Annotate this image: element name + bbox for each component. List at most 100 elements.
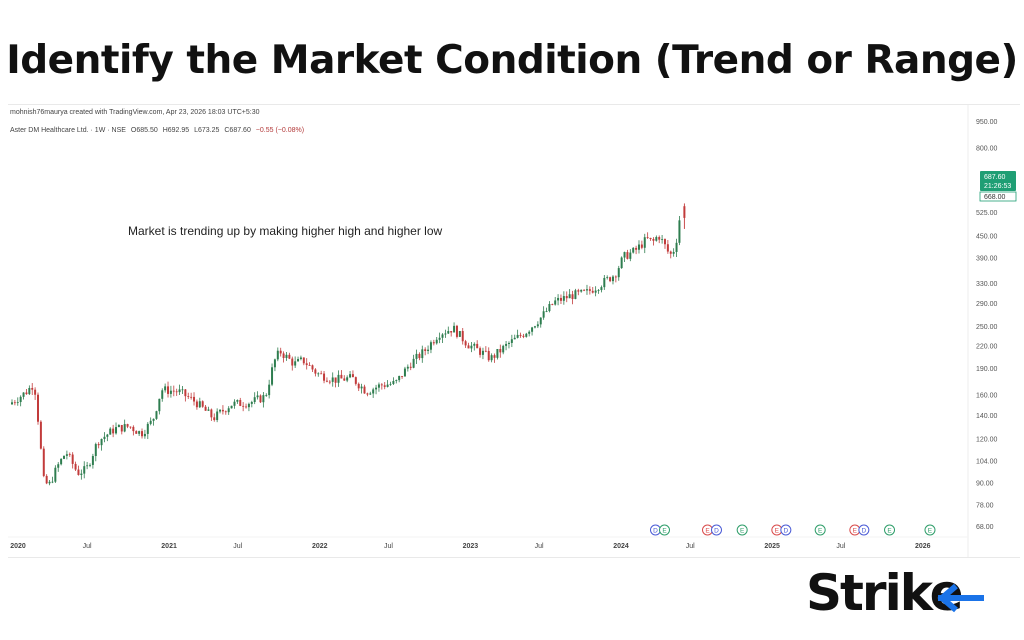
candle <box>204 406 207 411</box>
candle <box>236 399 239 402</box>
candle <box>117 425 120 428</box>
candle <box>603 277 606 288</box>
event-label: E <box>705 528 710 535</box>
candle <box>528 331 531 334</box>
candle <box>164 386 167 391</box>
candle <box>574 290 577 299</box>
ohlc-legend: Aster DM Healthcare Ltd. · 1W · NSE O685… <box>10 127 307 134</box>
candle <box>282 353 285 358</box>
candle <box>360 386 363 389</box>
candle <box>265 395 268 396</box>
candle <box>666 244 669 252</box>
event-marker[interactable] <box>658 524 670 536</box>
symbol-label: Aster DM Healthcare Ltd. · 1W · NSE <box>10 127 126 134</box>
event-marker[interactable] <box>711 524 723 536</box>
secondary-price-value: 668.00 <box>984 194 1006 201</box>
candle <box>216 411 219 421</box>
candle <box>337 374 340 383</box>
candle <box>285 354 288 358</box>
candle <box>91 456 94 465</box>
candle <box>198 401 201 408</box>
candle <box>559 297 562 301</box>
candle <box>299 357 302 360</box>
candle <box>620 257 623 269</box>
candle <box>366 393 369 395</box>
candle <box>484 350 487 352</box>
candle <box>219 409 222 412</box>
x-tick-label: Jul <box>836 543 845 550</box>
y-tick-label: 390.00 <box>976 256 998 263</box>
candle <box>86 465 89 467</box>
candle <box>294 361 297 366</box>
candle <box>479 348 482 355</box>
candle <box>513 337 516 340</box>
candle <box>597 290 600 291</box>
candle <box>22 392 25 397</box>
event-label: E <box>775 528 780 535</box>
candle <box>65 454 68 456</box>
candle <box>80 473 83 475</box>
candle <box>588 289 591 291</box>
candle <box>421 349 424 359</box>
candle <box>383 385 386 387</box>
candle <box>531 327 534 332</box>
candle <box>435 339 438 344</box>
candle <box>239 399 242 406</box>
y-tick-label: 290.00 <box>976 301 998 308</box>
y-tick-label: 104.00 <box>976 459 998 466</box>
candle <box>455 325 458 337</box>
close-value: C687.60 <box>224 127 251 134</box>
candle <box>158 398 161 412</box>
candle <box>614 276 617 278</box>
event-marker[interactable] <box>780 524 792 536</box>
candle <box>227 408 230 413</box>
candle <box>481 350 484 355</box>
event-marker[interactable] <box>884 524 896 536</box>
candle <box>499 348 502 353</box>
candle <box>658 237 661 240</box>
event-marker[interactable] <box>924 524 936 536</box>
y-tick-label: 950.00 <box>976 119 998 126</box>
candle <box>600 287 603 291</box>
candle <box>325 380 328 382</box>
event-label: E <box>853 528 858 535</box>
last-price-badge <box>980 171 1016 191</box>
candle <box>606 277 609 279</box>
candle <box>470 345 473 349</box>
event-marker[interactable] <box>736 524 748 536</box>
candle <box>320 373 323 375</box>
candle <box>565 296 568 299</box>
candle <box>39 421 42 449</box>
candle <box>149 420 152 424</box>
x-tick-label: Jul <box>384 543 393 550</box>
candle <box>349 374 352 378</box>
candle <box>195 401 198 408</box>
candle <box>392 380 395 384</box>
price-chart[interactable]: 68.00 78.00 90.00 104.00 120.00 140.00 160.00 1… <box>8 105 1020 557</box>
candle <box>143 433 146 437</box>
candle <box>505 343 508 346</box>
candle <box>187 396 190 397</box>
candle <box>172 390 175 392</box>
candle <box>643 237 646 248</box>
candle <box>132 426 135 432</box>
candle <box>464 341 467 346</box>
candle <box>245 406 248 408</box>
logo-text: Strike <box>806 564 962 622</box>
candle <box>94 444 97 457</box>
candle <box>510 339 513 343</box>
candle <box>493 355 496 358</box>
candle <box>585 289 588 291</box>
event-marker[interactable] <box>814 524 826 536</box>
candle <box>357 383 360 389</box>
candle <box>308 365 311 366</box>
last-price-value: 687.60 <box>984 174 1006 181</box>
secondary-price-badge <box>979 191 1017 202</box>
candle <box>490 355 493 361</box>
y-tick-label: 330.00 <box>976 281 998 288</box>
y-tick-label: 450.00 <box>976 234 998 241</box>
event-marker[interactable] <box>858 524 870 536</box>
y-tick-label: 120.00 <box>976 437 998 444</box>
candle <box>389 383 392 385</box>
candle <box>496 348 499 358</box>
